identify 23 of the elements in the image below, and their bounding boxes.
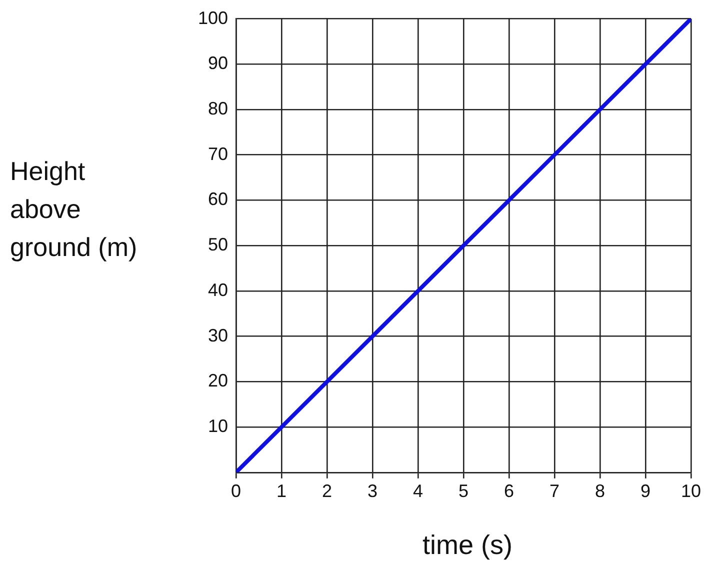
x-tick-label: 5 <box>458 481 469 502</box>
x-tick-label: 4 <box>413 481 424 502</box>
y-axis-title: Height above ground (m) <box>10 155 138 264</box>
y-tick-label: 40 <box>208 280 228 300</box>
y-tick-label: 10 <box>208 416 228 436</box>
y-tick-label: 50 <box>208 234 228 255</box>
x-tick-label: 2 <box>322 481 332 502</box>
y-tick-label: 100 <box>198 8 228 28</box>
y-tick-label: 60 <box>208 189 228 210</box>
x-tick-label: 8 <box>594 481 606 502</box>
y-tick-label: 90 <box>208 53 228 74</box>
y-tick-label: 20 <box>208 370 228 391</box>
x-tick-label: 0 <box>231 481 242 502</box>
x-axis-title: time (s) <box>422 530 514 561</box>
x-tick-label: 3 <box>368 481 378 502</box>
x-tick-label: 6 <box>504 481 514 502</box>
x-tick-label: 9 <box>640 481 650 502</box>
x-tick-label: 7 <box>549 481 560 502</box>
y-tick-label: 70 <box>208 144 228 164</box>
y-tick-label: 80 <box>208 98 228 118</box>
y-tick-label: 30 <box>208 325 228 346</box>
x-tick-label: 1 <box>276 481 287 502</box>
x-tick-label: 10 <box>680 481 702 502</box>
